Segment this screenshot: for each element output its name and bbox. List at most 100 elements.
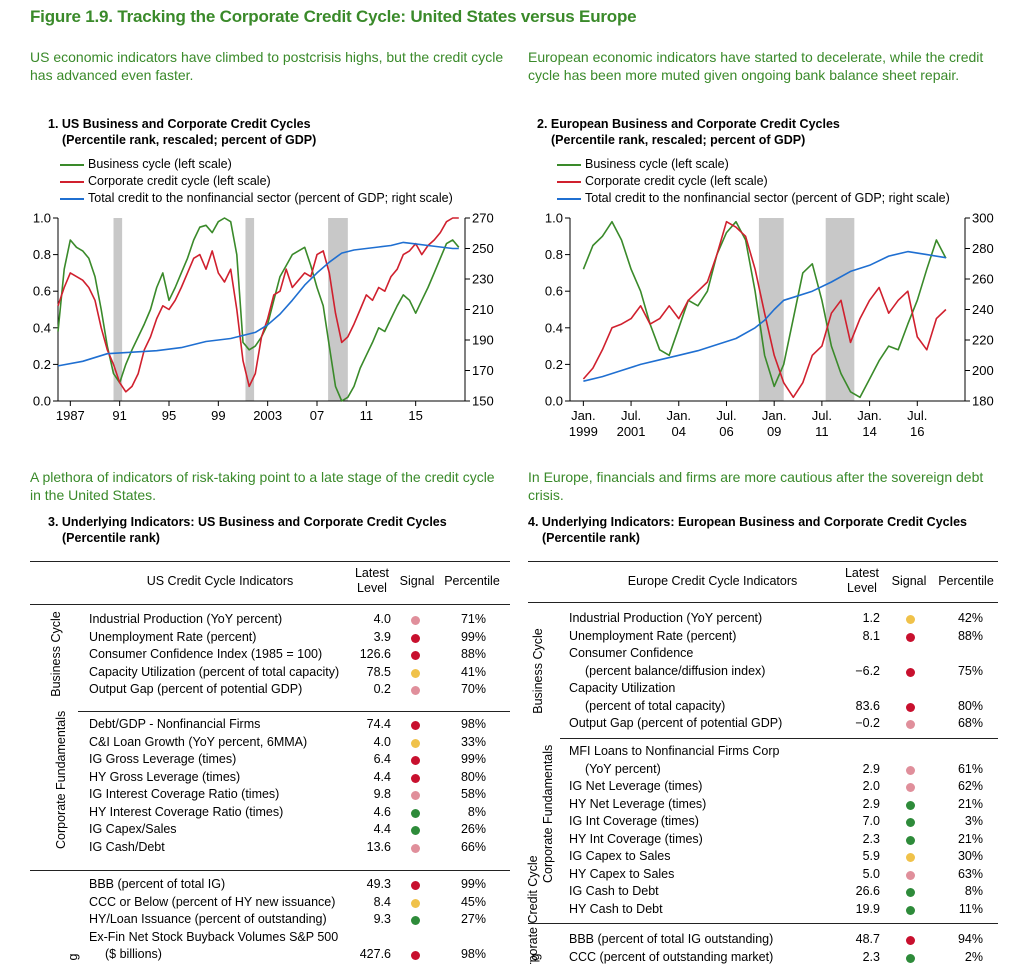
row-percentile: 98%: [460, 947, 486, 961]
row-level: 48.7: [855, 932, 880, 946]
business-cycle-line: [582, 220, 947, 399]
header-indicators: US Credit Cycle Indicators: [146, 574, 294, 588]
x-tick-label: Jan.: [857, 408, 882, 423]
row-percentile: 80%: [460, 769, 486, 784]
business-cycle-line: [57, 217, 460, 402]
row-label: Consumer Confidence Index (1985 = 100): [89, 647, 323, 661]
header-percentile: Percentile: [444, 574, 500, 588]
x-tick-label: 1987: [56, 408, 85, 423]
row-label: Unemployment Rate (percent): [89, 629, 257, 644]
legend-label: Corporate credit cycle (left scale): [88, 174, 271, 188]
row-level: 4.6: [373, 804, 391, 819]
row-percentile: 99%: [460, 877, 486, 891]
row-level: 126.6: [359, 647, 391, 661]
row-label: (YoY percent): [585, 761, 661, 776]
y-tick-label-right: 220: [972, 333, 994, 348]
y-tick-label-left: 0.4: [33, 320, 51, 335]
header-rule: [30, 604, 510, 605]
group-corporate-fundamentals: Corporate Fundamentals: [541, 744, 555, 883]
signal-dot: [411, 898, 420, 908]
y-tick-label-left: 0.6: [545, 284, 563, 299]
row-label: MFI Loans to Nonfinancial Firms Corp: [569, 744, 780, 758]
row-percentile: 88%: [460, 647, 486, 661]
recession-band: [245, 218, 255, 401]
x-tick-label: 2001: [617, 424, 646, 439]
signal-dot: [411, 651, 420, 660]
group-corporate-fundamentals: Corporate Fundamentals: [54, 710, 68, 849]
row-percentile: 30%: [957, 849, 983, 863]
signal-dot: [906, 720, 915, 729]
x-tick-label: 99: [211, 408, 225, 423]
row-level: 78.5: [366, 664, 391, 679]
signal-dot: [906, 888, 915, 897]
group-rule: [560, 738, 998, 739]
recession-band: [113, 218, 123, 401]
y-tick-label-right: 170: [472, 363, 494, 378]
legend-label: Corporate credit cycle (left scale): [585, 174, 768, 188]
row-label: Output Gap (percent of potential GDP): [569, 716, 783, 730]
row-percentile: 8%: [964, 884, 983, 898]
total-credit-line: [57, 241, 459, 367]
signal-dot: [906, 632, 915, 642]
row-level: 0.2: [373, 682, 391, 696]
row-label: IG Int Coverage (times): [569, 814, 699, 828]
signal-dot: [906, 702, 915, 712]
row-level: 74.4: [366, 717, 391, 731]
x-tick-label: Jul.: [812, 408, 832, 423]
signal-dot: [906, 905, 915, 915]
row-label: HY Capex to Sales: [569, 866, 675, 881]
row-label: Industrial Production (YoY percent): [89, 612, 283, 626]
x-tick-label: 04: [672, 424, 686, 439]
row-label: CCC (percent of outstanding market): [569, 949, 774, 964]
row-label: IG Cash to Debt: [569, 884, 659, 898]
y-tick-label-left: 0.2: [33, 357, 51, 372]
row-label: IG Gross Leverage (times): [89, 752, 237, 766]
row-label: HY Cash to Debt: [569, 901, 663, 916]
signal-dot: [411, 756, 420, 765]
group-rule: [30, 870, 510, 871]
x-tick-label: 16: [910, 424, 924, 439]
signal-dot: [411, 916, 420, 925]
row-level: 2.3: [862, 949, 880, 964]
y-tick-label-right: 300: [972, 211, 994, 226]
y-tick-label-right: 150: [472, 394, 494, 409]
y-tick-label-right: 280: [972, 241, 994, 256]
header-rule: [528, 602, 998, 603]
row-level: 427.6: [359, 947, 391, 961]
row-level: 5.0: [862, 866, 880, 881]
x-tick-label: 1999: [569, 424, 598, 439]
y-tick-label-left: 0.4: [545, 320, 563, 335]
chart2-legend: Business cycle (left scale) Corporate cr…: [557, 156, 950, 207]
chart1-plot: 0.0 0.2 0.4 0.6 0.8 1.0 150 170 190 210 230 250 270 1…: [33, 211, 494, 424]
row-percentile: 21%: [957, 796, 983, 811]
row-label: IG Capex to Sales: [569, 849, 671, 863]
signal-dot: [906, 800, 915, 810]
signal-dot: [411, 773, 420, 783]
group-business-cycle: Business Cycle: [49, 611, 63, 697]
legend-label: Total credit to the nonfinancial sector …: [585, 191, 950, 205]
y-tick-label-left: 0.8: [545, 247, 563, 262]
row-percentile: 62%: [957, 779, 983, 793]
y-tick-label-right: 200: [972, 363, 994, 378]
signal-dot: [906, 936, 915, 945]
row-label: BBB (percent of total IG): [89, 877, 226, 891]
x-tick-label: Jul.: [907, 408, 927, 423]
y-tick-label-right: 240: [972, 302, 994, 317]
row-level: 9.3: [373, 912, 391, 926]
table-top-rule: [30, 561, 510, 562]
signal-dot: [906, 765, 915, 775]
row-label: Unemployment Rate (percent): [569, 628, 737, 643]
row-percentile: 94%: [957, 932, 983, 946]
row-percentile: 61%: [957, 761, 983, 776]
row-label: BBB (percent of total IG outstanding): [569, 932, 774, 946]
row-level: 4.0: [373, 612, 391, 626]
signal-dot: [411, 881, 420, 890]
row-level: 8.4: [373, 894, 391, 909]
x-tick-label: 09: [767, 424, 781, 439]
chart2-plot: 0.0 0.2 0.4 0.6 0.8 1.0 180 200 220 240 260 280 300 J…: [545, 211, 994, 440]
row-percentile: 27%: [460, 912, 486, 926]
y-tick-label-right: 260: [972, 272, 994, 287]
row-level: 2.3: [862, 831, 880, 846]
recession-band: [825, 218, 855, 401]
y-tick-label-left: 0.2: [545, 357, 563, 372]
